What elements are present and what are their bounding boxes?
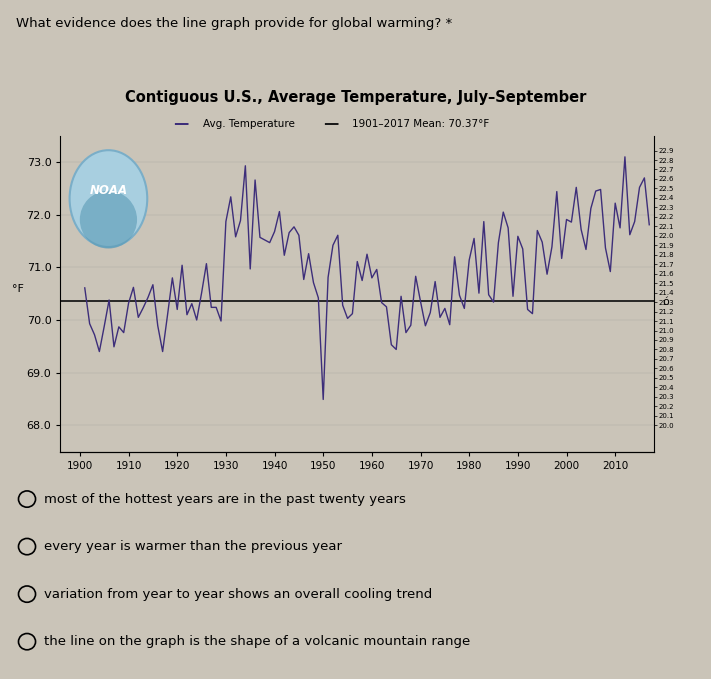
Text: —: —: [173, 116, 189, 131]
Text: NOAA: NOAA: [90, 184, 127, 197]
Text: What evidence does the line graph provide for global warming? *: What evidence does the line graph provid…: [16, 17, 452, 30]
Text: Avg. Temperature: Avg. Temperature: [203, 119, 294, 128]
Text: most of the hottest years are in the past twenty years: most of the hottest years are in the pas…: [44, 492, 406, 506]
Text: ó: ó: [663, 297, 669, 307]
Ellipse shape: [80, 191, 137, 249]
Text: variation from year to year shows an overall cooling trend: variation from year to year shows an ove…: [44, 587, 432, 601]
Text: —: —: [323, 116, 338, 131]
Y-axis label: °F: °F: [12, 284, 24, 293]
Text: the line on the graph is the shape of a volcanic mountain range: the line on the graph is the shape of a …: [44, 635, 471, 648]
Text: 1901–2017 Mean: 70.37°F: 1901–2017 Mean: 70.37°F: [352, 119, 489, 128]
Text: every year is warmer than the previous year: every year is warmer than the previous y…: [44, 540, 342, 553]
Ellipse shape: [70, 150, 147, 247]
Text: Contiguous U.S., Average Temperature, July–September: Contiguous U.S., Average Temperature, Ju…: [125, 90, 586, 105]
